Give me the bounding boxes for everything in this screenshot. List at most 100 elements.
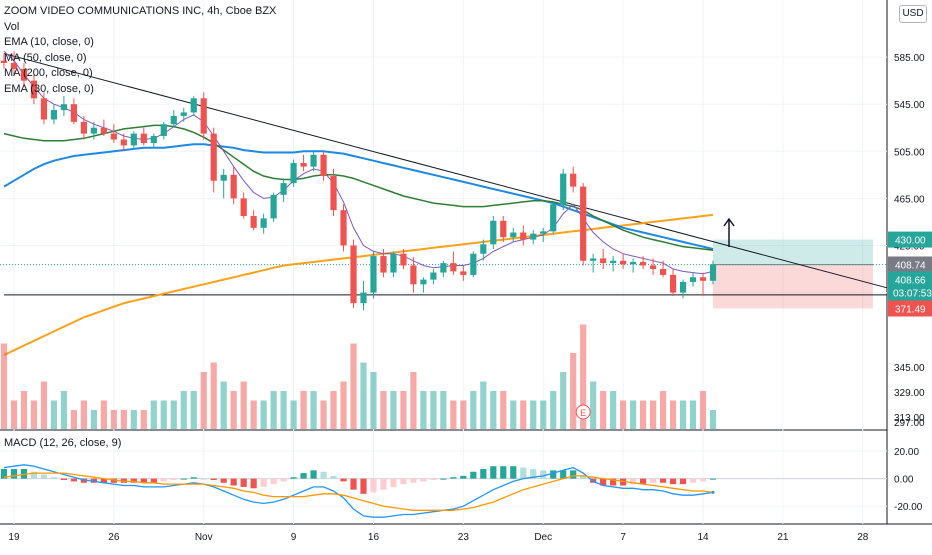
stop-price-label: 371.49	[895, 304, 926, 315]
earnings-marker-icon	[575, 404, 591, 420]
candle-body	[60, 104, 68, 111]
stop-price-label-bg	[888, 300, 932, 317]
volume-bar	[640, 400, 647, 429]
macd-histogram-bar	[500, 466, 507, 479]
volume-bar	[30, 400, 38, 429]
volume-tick-label: 345.00	[894, 363, 925, 374]
candle-body	[70, 104, 77, 122]
volume-bar	[140, 410, 147, 429]
macd-histogram-bar	[210, 478, 217, 480]
candle-body	[580, 186, 587, 261]
currency-badge[interactable]: USD	[899, 5, 927, 23]
candle-body	[510, 232, 517, 238]
macd-histogram-bar	[480, 468, 487, 479]
price-tick-label: 465.00	[894, 194, 925, 205]
volume-bar	[330, 391, 337, 429]
macd-histogram-bar	[240, 478, 247, 487]
macd-histogram-bar	[709, 478, 717, 480]
volume-bar	[659, 391, 667, 429]
macd-histogram-bar	[290, 477, 297, 479]
ema10-line	[3, 50, 714, 275]
macd-histogram-bar	[160, 478, 167, 482]
volume-bar	[560, 372, 567, 429]
candle-body	[430, 272, 437, 280]
trendline-1	[3, 53, 888, 289]
macd-histogram-bar	[110, 478, 117, 483]
candle-body	[90, 127, 97, 134]
candle-body	[120, 139, 127, 146]
time-tick-label: 23	[458, 532, 470, 543]
volume-bar	[699, 391, 707, 429]
candle-body	[240, 198, 247, 217]
volume-bar	[280, 391, 287, 429]
candle-body	[50, 110, 58, 120]
ma50-line	[3, 124, 714, 251]
volume-bar	[630, 400, 637, 429]
macd-histogram-bar	[430, 478, 437, 480]
candle-body	[80, 121, 87, 134]
candle-body	[190, 98, 197, 113]
macd-histogram-bar	[350, 478, 357, 490]
volume-bar	[20, 391, 28, 429]
volume-bar	[600, 391, 607, 429]
volume-bar	[530, 400, 537, 429]
macd-histogram-bar	[150, 478, 157, 483]
candle-body	[180, 112, 187, 116]
candle-body	[330, 176, 337, 211]
volume-bar	[50, 400, 58, 429]
volume-bar	[400, 391, 407, 429]
target-price-label-bg	[888, 231, 932, 248]
volume-bar	[110, 410, 117, 429]
macd-histogram-bar	[570, 470, 577, 479]
candle-body	[150, 135, 157, 144]
macd-histogram-bar	[659, 478, 667, 483]
position-stop-zone	[713, 264, 873, 309]
macd-histogram-bar	[250, 478, 257, 489]
candle-body	[689, 277, 697, 282]
candle-body	[640, 261, 647, 266]
time-tick-label: Nov	[195, 532, 213, 543]
candle-body	[200, 98, 207, 134]
volume-bar	[410, 372, 417, 429]
macd-histogram-bar	[460, 475, 467, 479]
volume-bar	[370, 372, 377, 429]
time-tick-label: 26	[108, 532, 120, 543]
volume-bar	[420, 391, 427, 429]
volume-bar	[190, 391, 197, 429]
volume-bar	[340, 381, 347, 429]
time-tick-label: 14	[697, 532, 709, 543]
macd-histogram-bar	[40, 474, 48, 479]
volume-bar	[170, 400, 177, 429]
time-tick-label: 7	[620, 532, 626, 543]
macd-histogram-bar	[699, 478, 707, 482]
volume-bar	[150, 400, 157, 429]
candle-body	[350, 245, 357, 304]
legend-ema10: EMA (10, close, 0)	[4, 36, 94, 48]
macd-histogram-bar	[390, 478, 397, 487]
candle-body	[230, 174, 237, 199]
macd-histogram-bar	[340, 478, 347, 482]
macd-histogram-bar	[520, 467, 527, 479]
volume-tick-label: 297.00	[894, 418, 925, 429]
macd-legend: MACD (12, 26, close, 9)	[4, 437, 122, 449]
candle-body	[500, 220, 507, 238]
candle-body	[550, 204, 557, 232]
candle-body	[320, 154, 327, 177]
volume-bar	[520, 400, 527, 429]
macd-histogram-bar	[370, 478, 377, 493]
volume-bar	[100, 400, 107, 429]
candle-body	[530, 233, 537, 240]
volume-bar	[0, 343, 8, 429]
volume-bar	[220, 381, 227, 429]
price-tick-label: 585.00	[894, 53, 925, 64]
volume-bar	[649, 400, 657, 429]
macd-histogram-bar	[70, 478, 77, 482]
volume-bar	[679, 400, 687, 429]
candle-body	[470, 253, 477, 275]
candle-body	[560, 173, 567, 205]
volume-bar	[160, 400, 167, 429]
candle-body	[140, 133, 147, 144]
macd-histogram-bar	[60, 478, 68, 480]
candle-body	[699, 277, 707, 281]
